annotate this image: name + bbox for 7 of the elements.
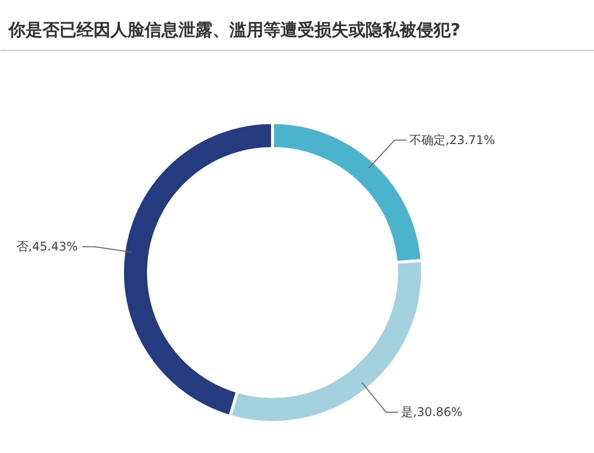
- data-label: ,45.43%: [28, 240, 78, 254]
- slice-label: 否: [16, 240, 28, 254]
- slice-label: 不确定: [410, 133, 446, 148]
- data-label: ,30.86%: [413, 405, 463, 420]
- chart-title: 你是否已经因人脸信息泄露、滥用等遭受损失或隐私被侵犯?: [8, 20, 460, 40]
- slice-label: 是: [401, 405, 414, 420]
- data-label: ,23.71%: [446, 133, 496, 148]
